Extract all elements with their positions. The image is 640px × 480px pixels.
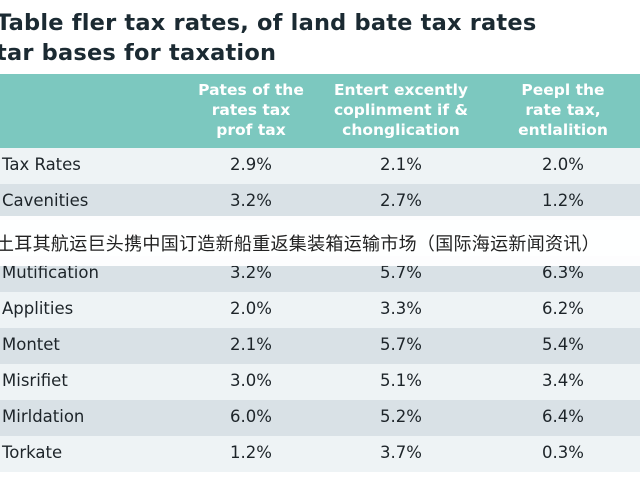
cell-value: 2.7% [380,191,422,210]
cell-value: 6.3% [542,263,584,282]
row-label: Torkate [2,443,63,462]
table-row: Mirldation 6.0% 5.2% 6.4% [0,400,640,436]
caption-overlay: 土耳其航运巨头携中国订造新船重返集装箱运输市场（国际海运新闻资讯） [0,216,640,266]
table-title-line-1: Table fler tax rates, of land bate tax r… [0,10,537,36]
table-row: Misrifiet 3.0% 5.1% 3.4% [0,364,640,400]
row-label: Applities [2,299,74,318]
table-row: Montet 2.1% 5.7% 5.4% [0,328,640,364]
cell-value: 3.0% [230,371,272,390]
cell-value: 3.2% [230,191,272,210]
table-title-line-2: tar bases for taxation [0,40,277,66]
row-label: Misrifiet [2,371,68,390]
cell-value: 6.0% [230,407,272,426]
cell-value: 1.2% [230,443,272,462]
cell-value: 3.3% [380,299,422,318]
cell-value: 6.4% [542,407,584,426]
caption-text: 土耳其航运巨头携中国订造新船重返集装箱运输市场（国际海运新闻资讯） [0,234,600,255]
cell-value: 0.3% [542,443,584,462]
cell-value: 2.1% [380,155,422,174]
row-label: Tax Rates [2,155,81,174]
cell-value: 1.2% [542,191,584,210]
cell-value: 3.4% [542,371,584,390]
row-label: Mutification [2,263,99,282]
title-area: Table fler tax rates, of land bate tax r… [0,0,640,74]
cell-value: 5.2% [380,407,422,426]
table-row: Tax Rates 2.9% 2.1% 2.0% [0,148,640,184]
cell-value: 2.0% [542,155,584,174]
table-row: Torkate 1.2% 3.7% 0.3% [0,436,640,472]
column-header-3: Peepl the rate tax, entlalition [518,81,608,139]
cell-value: 5.1% [380,371,422,390]
row-label: Cavenities [2,191,89,210]
row-label: Montet [2,335,60,354]
cell-value: 5.4% [542,335,584,354]
row-label: Mirldation [2,407,85,426]
cell-value: 2.1% [230,335,272,354]
column-header-1: Pates of the rates tax prof tax [198,81,304,139]
table-row: Cavenities 3.2% 2.7% 1.2% [0,184,640,220]
cell-value: 5.7% [380,335,422,354]
cell-value: 5.7% [380,263,422,282]
cell-value: 3.7% [380,443,422,462]
cell-value: 3.2% [230,263,272,282]
table-row: Applities 2.0% 3.3% 6.2% [0,292,640,328]
column-header-2: Entert excently coplinment if & chonglic… [333,81,469,139]
cell-value: 2.0% [230,299,272,318]
cell-value: 6.2% [542,299,584,318]
cell-value: 2.9% [230,155,272,174]
table-header: Pates of the rates tax prof tax Entert e… [0,74,640,148]
